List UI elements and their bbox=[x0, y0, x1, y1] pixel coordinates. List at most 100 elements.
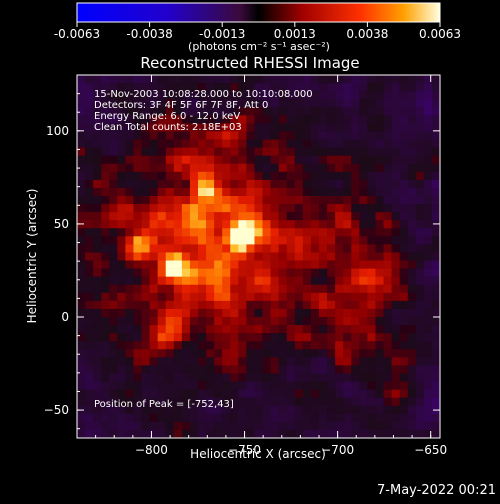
heatmap-cell bbox=[286, 317, 296, 326]
heatmap-cell bbox=[407, 292, 417, 302]
heatmap-cell bbox=[431, 91, 440, 100]
heatmap-cell bbox=[93, 131, 102, 140]
heatmap-cell bbox=[335, 341, 344, 350]
heatmap-cell bbox=[165, 187, 175, 197]
heatmap-cell bbox=[214, 341, 223, 350]
heatmap-cell bbox=[415, 244, 425, 253]
heatmap-cell bbox=[125, 99, 134, 108]
heatmap-cell bbox=[181, 123, 191, 132]
heatmap-cell bbox=[85, 83, 94, 92]
heatmap-cell bbox=[335, 204, 344, 213]
heatmap-cell bbox=[77, 163, 86, 173]
heatmap-cell bbox=[125, 397, 134, 407]
heatmap-cell bbox=[310, 196, 320, 205]
heatmap-cell bbox=[294, 163, 304, 173]
heatmap-cell bbox=[262, 147, 271, 156]
heatmap-cell bbox=[431, 147, 440, 156]
heatmap-cell bbox=[254, 252, 263, 261]
heatmap-cell bbox=[383, 236, 392, 245]
heatmap-cell bbox=[359, 155, 368, 165]
heatmap-cell bbox=[222, 252, 231, 261]
heatmap-cell bbox=[367, 252, 376, 261]
heatmap-cell bbox=[238, 155, 247, 165]
heatmap-cell bbox=[310, 365, 320, 374]
heatmap-cell bbox=[302, 300, 312, 310]
heatmap-cell bbox=[294, 196, 304, 205]
heatmap-cell bbox=[391, 317, 400, 326]
heatmap-cell bbox=[222, 381, 231, 390]
heatmap-cell bbox=[214, 381, 223, 390]
heatmap-cell bbox=[125, 115, 134, 124]
heatmap-cell bbox=[198, 349, 207, 358]
heatmap-cell bbox=[399, 421, 409, 431]
heatmap-cell bbox=[262, 155, 271, 165]
heatmap-cell bbox=[173, 341, 183, 350]
heatmap-cell bbox=[181, 115, 191, 124]
heatmap-cell bbox=[262, 317, 271, 326]
heatmap-cell bbox=[141, 284, 150, 294]
heatmap-cell bbox=[294, 325, 304, 334]
heatmap-cell bbox=[270, 171, 279, 181]
heatmap-cell bbox=[319, 413, 328, 423]
heatmap-cell bbox=[302, 373, 312, 382]
heatmap-cell bbox=[181, 236, 191, 245]
heatmap-cell bbox=[383, 123, 392, 132]
heatmap-cell bbox=[206, 236, 215, 245]
heatmap-cell bbox=[367, 333, 376, 342]
heatmap-cell bbox=[141, 91, 150, 100]
heatmap-cell bbox=[302, 139, 312, 148]
heatmap-cell bbox=[181, 244, 191, 253]
heatmap-cell bbox=[407, 349, 417, 358]
heatmap-cell bbox=[125, 260, 134, 269]
heatmap-cell bbox=[262, 163, 271, 173]
heatmap-cell bbox=[278, 131, 288, 140]
heatmap-cell bbox=[117, 421, 126, 431]
y-tick-label: 100 bbox=[46, 124, 69, 138]
heatmap-cell bbox=[254, 147, 263, 156]
heatmap-cell bbox=[415, 99, 425, 108]
heatmap-cell bbox=[149, 405, 158, 415]
heatmap-cell bbox=[246, 204, 255, 213]
heatmap-cell bbox=[93, 373, 102, 382]
heatmap-cell bbox=[327, 179, 336, 189]
heatmap-cell bbox=[343, 317, 352, 326]
heatmap-cell bbox=[294, 99, 304, 108]
heatmap-cell bbox=[238, 333, 247, 342]
heatmap-cell bbox=[141, 276, 150, 286]
heatmap-cell bbox=[85, 333, 94, 342]
heatmap-cell bbox=[367, 300, 376, 310]
heatmap-cell bbox=[198, 99, 207, 108]
heatmap-cell bbox=[77, 139, 86, 148]
heatmap-cell bbox=[327, 99, 336, 108]
heatmap-cell bbox=[181, 397, 191, 407]
heatmap-cell bbox=[262, 171, 271, 181]
heatmap-cell bbox=[222, 373, 231, 382]
heatmap-cell bbox=[133, 421, 142, 431]
heatmap-cell bbox=[238, 75, 247, 84]
heatmap-cell bbox=[391, 107, 400, 116]
heatmap-cell bbox=[343, 284, 352, 294]
heatmap-cell bbox=[302, 228, 312, 237]
heatmap-cell bbox=[407, 139, 417, 148]
heatmap-cell bbox=[335, 357, 344, 366]
heatmap-cell bbox=[302, 187, 312, 197]
heatmap-cell bbox=[383, 220, 392, 229]
heatmap-cell bbox=[431, 413, 440, 423]
heatmap-cell bbox=[359, 292, 368, 302]
heatmap-cell bbox=[327, 212, 336, 221]
heatmap-cell bbox=[77, 107, 86, 116]
heatmap-cell bbox=[117, 204, 126, 213]
heatmap-cell bbox=[214, 373, 223, 382]
heatmap-cell bbox=[343, 75, 352, 84]
heatmap-cell bbox=[93, 91, 102, 100]
heatmap-cell bbox=[367, 163, 376, 173]
heatmap-cell bbox=[173, 325, 183, 334]
heatmap-cell bbox=[198, 220, 207, 229]
heatmap-cell bbox=[141, 123, 150, 132]
heatmap-cell bbox=[109, 381, 118, 390]
heatmap-cell bbox=[206, 405, 215, 415]
heatmap-cell bbox=[238, 220, 247, 229]
heatmap-cell bbox=[109, 429, 118, 438]
heatmap-cell bbox=[133, 83, 142, 92]
heatmap-cell bbox=[327, 236, 336, 245]
